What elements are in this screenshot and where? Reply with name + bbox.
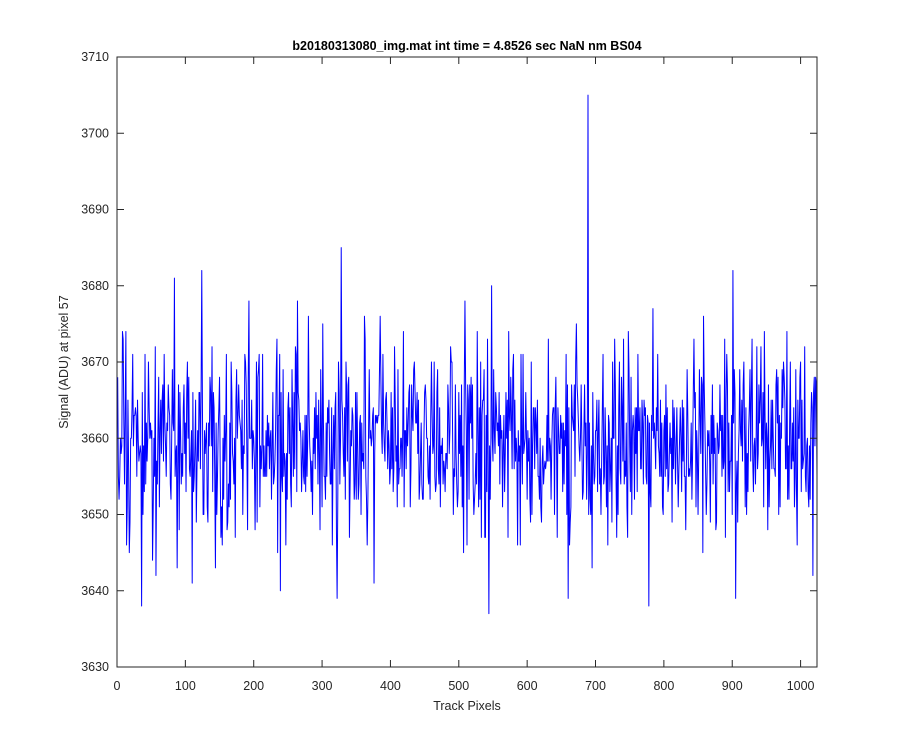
x-tick-label: 300 <box>312 679 333 693</box>
x-tick-label: 0 <box>114 679 121 693</box>
y-axis-label: Signal (ADU) at pixel 57 <box>57 295 71 428</box>
x-axis-label: Track Pixels <box>433 699 501 713</box>
y-tick-label: 3690 <box>81 203 109 217</box>
y-tick-label: 3710 <box>81 50 109 64</box>
y-tick-label: 3700 <box>81 126 109 140</box>
x-tick-label: 700 <box>585 679 606 693</box>
x-tick-label: 400 <box>380 679 401 693</box>
y-tick-label: 3660 <box>81 431 109 445</box>
x-tick-label: 1000 <box>787 679 815 693</box>
x-tick-label: 800 <box>653 679 674 693</box>
plot-area <box>117 57 817 667</box>
ticks-layer: 0 100 200 300 400 500 600 700 800 900 1000 3630 3640… <box>81 50 817 693</box>
y-tick-label: 3630 <box>81 660 109 674</box>
x-tick-label: 900 <box>722 679 743 693</box>
y-tick-label: 3680 <box>81 279 109 293</box>
chart-title: b20180313080_img.mat int time = 4.8526 s… <box>292 39 641 53</box>
x-tick-label: 100 <box>175 679 196 693</box>
x-tick-label: 200 <box>243 679 264 693</box>
x-tick-label: 600 <box>517 679 538 693</box>
y-tick-label: 3650 <box>81 508 109 522</box>
y-tick-label: 3670 <box>81 355 109 369</box>
y-tick-label: 3640 <box>81 584 109 598</box>
series-line <box>117 94 818 615</box>
x-tick-label: 500 <box>448 679 469 693</box>
series-layer <box>117 94 818 615</box>
